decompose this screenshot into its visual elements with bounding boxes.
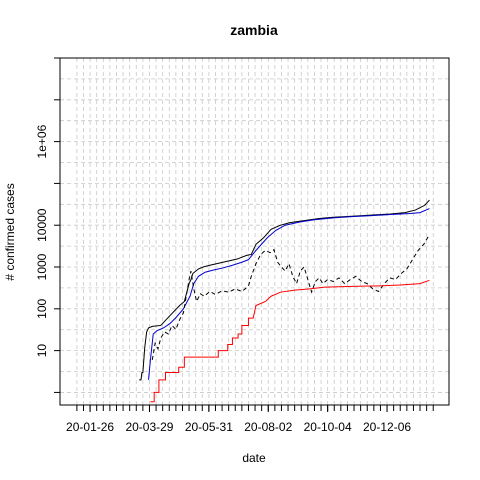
x-axis-tick-label: 20-12-06 [363, 420, 411, 434]
y-axis-tick-label: 100 [35, 298, 49, 318]
y-axis-tick-label: 10 [35, 344, 49, 358]
y-axis-label: # confirmed cases [3, 183, 17, 280]
y-axis-tick-label: 10000 [35, 208, 49, 242]
series-line-2 [148, 208, 430, 380]
x-axis-tick-label: 20-08-02 [244, 420, 292, 434]
x-axis-tick-label: 20-01-26 [66, 420, 114, 434]
series-line-3 [151, 234, 430, 360]
y-axis-tick-label: 1e+06 [35, 124, 49, 158]
x-axis-label: date [242, 451, 266, 465]
x-axis-tick-label: 20-10-04 [304, 420, 352, 434]
x-axis-tick-label: 20-03-29 [125, 420, 173, 434]
series-layer [139, 199, 430, 403]
grid-layer [60, 57, 449, 405]
chart-title: zambia [230, 22, 278, 38]
x-axis-tick-label: 20-05-31 [185, 420, 233, 434]
x-axis: 20-01-26 20-03-29 20-05-31 20-08-02 20-10-04… [66, 405, 434, 434]
series-line-1 [139, 199, 430, 381]
y-axis-tick-label: 1000 [35, 253, 49, 280]
plot-frame [59, 57, 450, 406]
series-line-4 [150, 279, 430, 403]
y-axis: 10 100 1000 10000 1e+06 [35, 57, 60, 393]
